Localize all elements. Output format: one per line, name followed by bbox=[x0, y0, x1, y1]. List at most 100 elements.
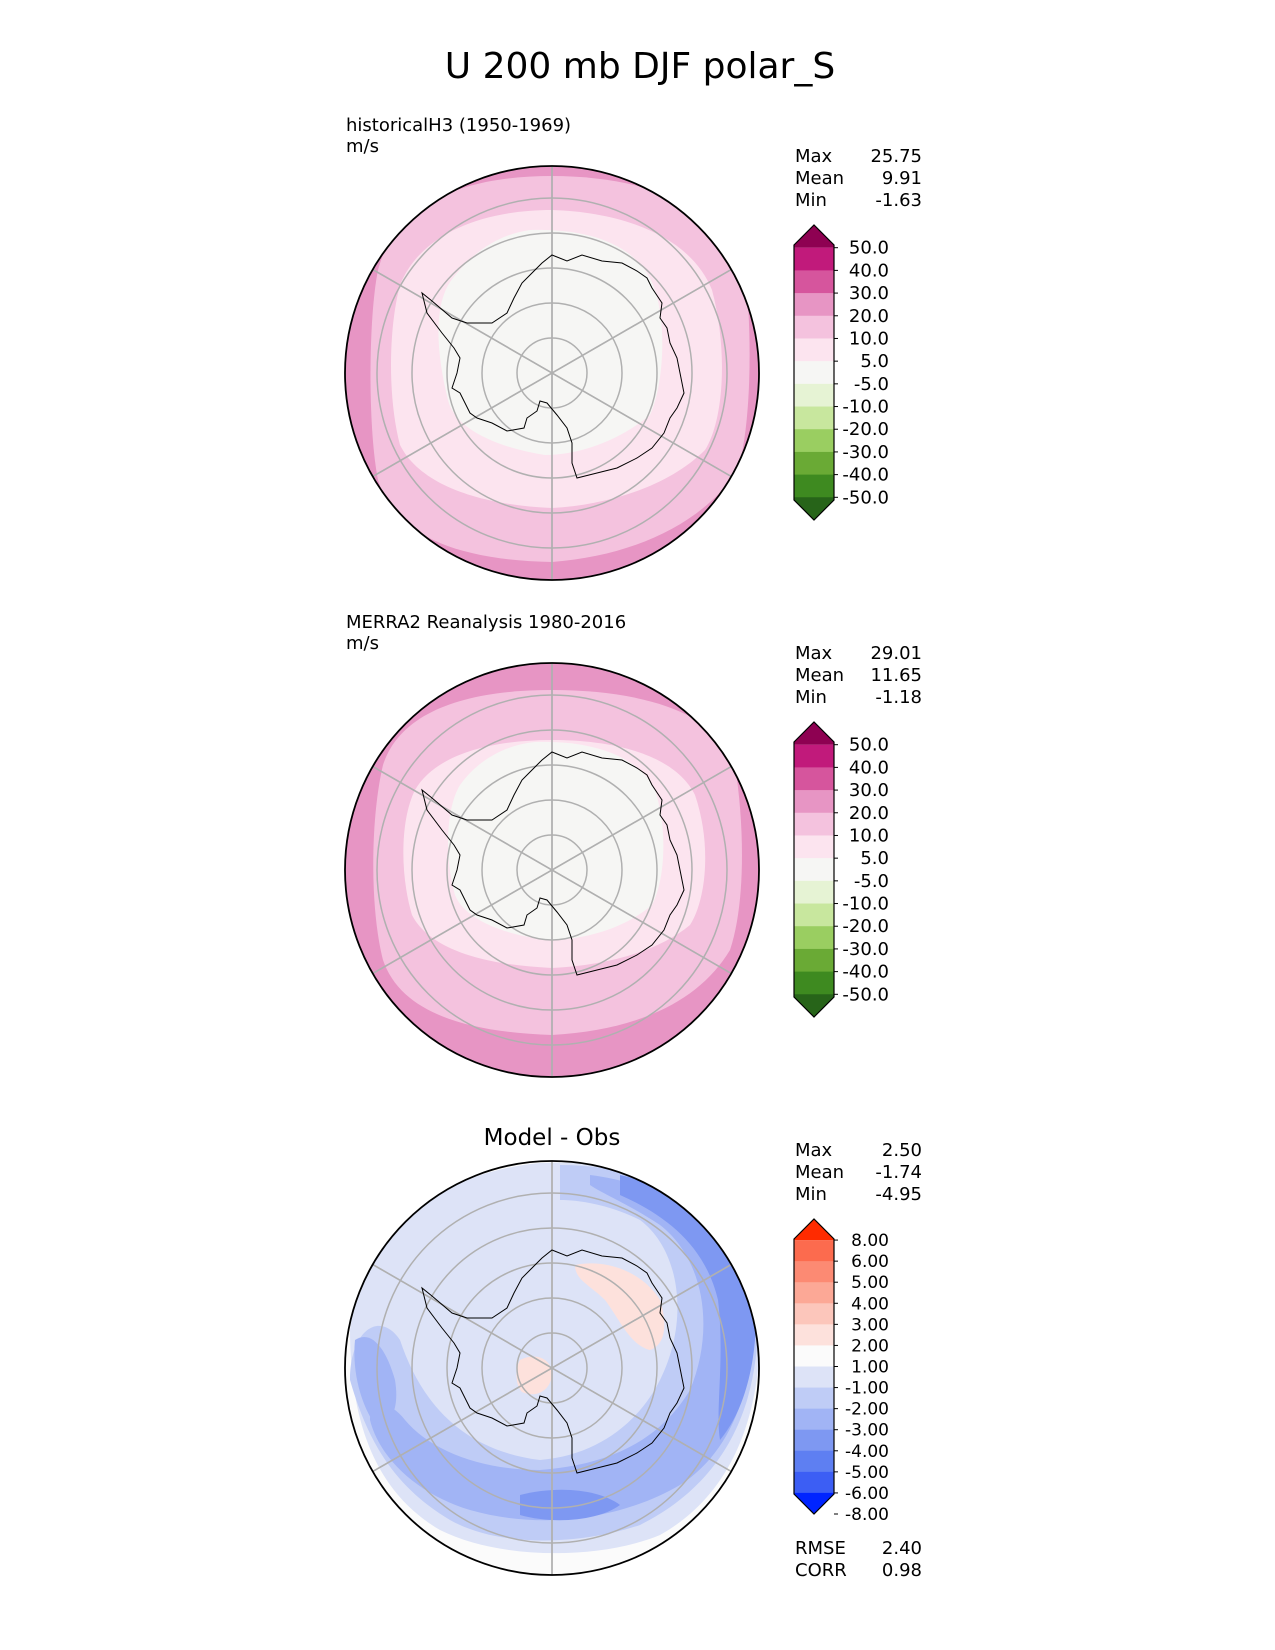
colorbar-tick-label: 5.0 bbox=[860, 351, 889, 372]
map-overlay-diff bbox=[372, 1161, 732, 1575]
colorbar-tick-label: 5.0 bbox=[860, 848, 889, 869]
stat-label-max: Max bbox=[795, 146, 833, 167]
map-overlay-model bbox=[372, 166, 732, 580]
stat-value-max: 29.01 bbox=[870, 643, 922, 664]
colorbar-diff: 8.006.005.004.003.002.001.00-1.00-2.00-3… bbox=[793, 1218, 889, 1525]
colorbar-box bbox=[794, 1324, 834, 1346]
colorbar-extend-min bbox=[794, 1492, 834, 1514]
colorbar-tick-label: -4.00 bbox=[845, 1442, 889, 1462]
metric-label-corr: CORR bbox=[795, 1560, 847, 1581]
stat-value-min: -1.63 bbox=[875, 190, 922, 211]
metric-label-rmse: RMSE bbox=[795, 1538, 846, 1559]
colorbar-tick-label: 10.0 bbox=[849, 825, 889, 846]
colorbar-box bbox=[794, 1450, 834, 1473]
stat-label-mean: Mean bbox=[795, 1162, 844, 1183]
colorbar-box bbox=[794, 406, 834, 430]
stats-diff: Max Mean Min 2.50 -1.74 -4.95 bbox=[795, 1140, 922, 1205]
stat-value-max: 25.75 bbox=[870, 146, 922, 167]
stat-value-mean: 9.91 bbox=[882, 168, 922, 189]
colorbar-box bbox=[794, 1471, 834, 1494]
colorbar-tick-label: -20.0 bbox=[842, 916, 889, 937]
colorbar-box bbox=[794, 270, 834, 294]
colorbar-box bbox=[794, 1387, 834, 1410]
colorbar-tick-label: -8.00 bbox=[845, 1505, 889, 1525]
stat-label-min: Min bbox=[795, 1184, 827, 1205]
colorbar-box bbox=[794, 744, 834, 768]
panel-model: historicalH3 (1950-1969) m/s Max Mean Mi… bbox=[344, 115, 922, 581]
colorbar-box bbox=[794, 293, 834, 317]
colorbar-tick-label: -5.00 bbox=[845, 1463, 889, 1483]
stat-label-max: Max bbox=[795, 1140, 833, 1161]
panel-diff: Model - Obs Max Mean Min 2.50 -1.74 -4.9… bbox=[344, 1125, 922, 1581]
colorbar-tick-label: -50.0 bbox=[842, 487, 889, 508]
meridian-line bbox=[372, 268, 732, 478]
colorbar-tick-label: 30.0 bbox=[849, 283, 889, 304]
colorbar-box bbox=[794, 1282, 834, 1304]
colorbar-box bbox=[794, 971, 834, 995]
colorbar-tick-label: -3.00 bbox=[845, 1421, 889, 1441]
field-patch-plus1-east bbox=[575, 1263, 665, 1350]
colorbar-tick-label: 20.0 bbox=[849, 803, 889, 824]
panel-obs: MERRA2 Reanalysis 1980-2016 m/s Max Mean… bbox=[344, 612, 922, 1078]
colorbar-tick-label: 50.0 bbox=[849, 735, 889, 756]
colorbar-tick-label: -6.00 bbox=[845, 1484, 889, 1504]
colorbar-tick-label: -50.0 bbox=[842, 984, 889, 1005]
colorbar-tick-label: -2.00 bbox=[845, 1400, 889, 1420]
graticule-lines bbox=[372, 166, 732, 580]
colorbar-box bbox=[794, 948, 834, 973]
colorbar-tick-label: 5.00 bbox=[851, 1273, 889, 1293]
colorbar-tick-label: 20.0 bbox=[849, 306, 889, 327]
colorbar-tick-label: 8.00 bbox=[851, 1231, 889, 1251]
colorbar-extend-max bbox=[794, 225, 834, 248]
colorbar-box bbox=[794, 247, 834, 271]
panel-title-diff: Model - Obs bbox=[484, 1125, 621, 1151]
colorbar-tick-label: -40.0 bbox=[842, 962, 889, 983]
colorbar-box bbox=[794, 835, 834, 859]
colorbar-extend-max bbox=[794, 1219, 834, 1241]
field-patch-minus4-west bbox=[354, 1336, 397, 1423]
panel-title-model: historicalH3 (1950-1969) bbox=[346, 115, 571, 136]
stat-label-mean: Mean bbox=[795, 168, 844, 189]
field-patch-plus1-center bbox=[516, 1356, 552, 1395]
colorbar-box bbox=[794, 1429, 834, 1452]
colorbar-extend-min bbox=[794, 994, 834, 1017]
field-core-neutral bbox=[448, 741, 664, 940]
colorbar-tick-label: 1.00 bbox=[851, 1358, 889, 1378]
field-core-neutral bbox=[438, 229, 663, 455]
map-outline-model bbox=[344, 165, 760, 581]
stat-label-mean: Mean bbox=[795, 665, 844, 686]
colorbar-box bbox=[794, 361, 834, 385]
colorbar-outline bbox=[793, 721, 835, 1018]
colorbar-box bbox=[794, 1345, 834, 1367]
colorbar-obs: 50.040.030.020.010.05.0-5.0-10.0-20.0-30… bbox=[793, 721, 889, 1018]
metric-value-rmse: 2.40 bbox=[882, 1538, 922, 1559]
antarctica-coastline bbox=[421, 254, 685, 479]
colorbar-box bbox=[794, 315, 834, 339]
antarctica-coastline bbox=[421, 1249, 685, 1474]
metric-value-corr: 0.98 bbox=[882, 1560, 922, 1581]
colorbar-box bbox=[794, 812, 834, 836]
stats-model: Max Mean Min 25.75 9.91 -1.63 bbox=[795, 146, 922, 211]
meridian-line bbox=[372, 1263, 732, 1473]
colorbar-tick-label: -10.0 bbox=[842, 397, 889, 418]
colorbar-box bbox=[794, 1240, 834, 1262]
colorbar-box bbox=[794, 790, 834, 814]
panel-units-model: m/s bbox=[346, 136, 379, 157]
field-patch-minus4-south bbox=[520, 1489, 620, 1521]
colorbar-tick-label: 10.0 bbox=[849, 328, 889, 349]
meridian-line bbox=[372, 765, 732, 975]
stat-value-min: -4.95 bbox=[875, 1184, 922, 1205]
colorbar-tick-label: 30.0 bbox=[849, 780, 889, 801]
panel-title-obs: MERRA2 Reanalysis 1980-2016 bbox=[346, 612, 626, 633]
colorbar-box bbox=[794, 1303, 834, 1325]
colorbar-box bbox=[794, 474, 834, 498]
colorbar-extend-max bbox=[794, 722, 834, 745]
stat-value-mean: 11.65 bbox=[870, 665, 922, 686]
colorbar-tick-label: 2.00 bbox=[851, 1336, 889, 1356]
stat-label-max: Max bbox=[795, 643, 833, 664]
graticule-lines bbox=[372, 663, 732, 1077]
colorbar-tick-label: -20.0 bbox=[842, 419, 889, 440]
polar-map-diff bbox=[345, 1161, 759, 1575]
antarctica-coastline bbox=[421, 751, 685, 976]
